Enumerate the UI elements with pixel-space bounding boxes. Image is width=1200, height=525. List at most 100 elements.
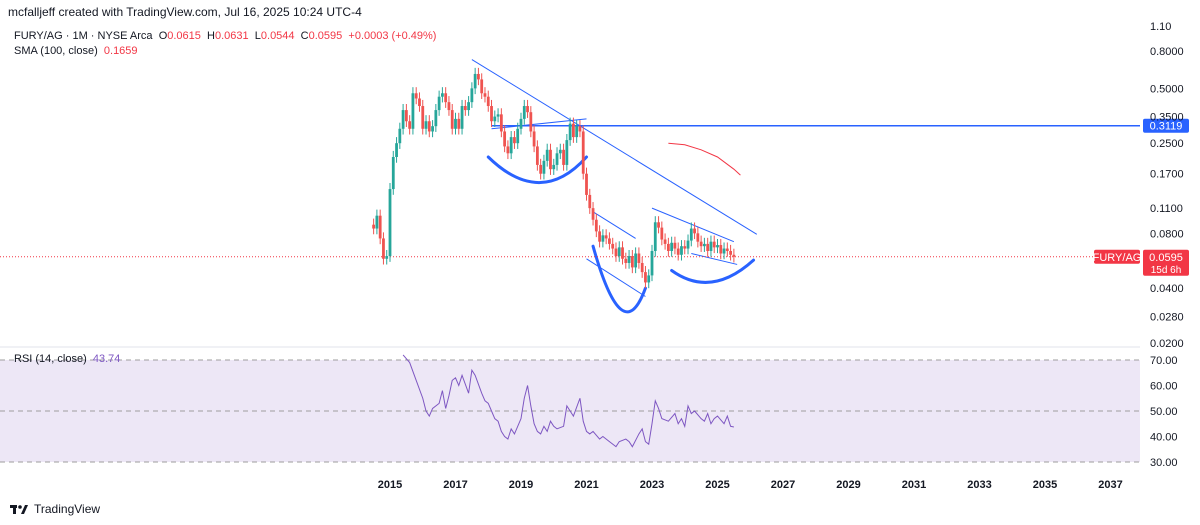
candle-body [611, 243, 615, 249]
candle-body [385, 256, 389, 259]
candle-body [375, 215, 379, 229]
x-tick-label: 2029 [836, 479, 860, 491]
low-label: L [254, 30, 261, 42]
price-tick-label: 0.0800 [1150, 228, 1184, 240]
candle-body [535, 146, 539, 165]
candle-body [513, 137, 516, 144]
candle-body [414, 93, 418, 99]
x-tick-label: 2023 [640, 479, 664, 491]
x-tick-label: 2031 [902, 479, 926, 491]
candle-body [719, 245, 723, 254]
candle-body [699, 241, 703, 247]
x-tick-label: 2019 [509, 479, 533, 491]
price-tick-label: 0.0280 [1150, 311, 1184, 323]
rsi-tick-label: 30.00 [1150, 457, 1178, 469]
sma-legend[interactable]: SMA (100, close) 0.1659 [14, 45, 138, 57]
x-tick-label: 2035 [1033, 479, 1057, 491]
symbol-legend[interactable]: FURY/AG · 1M · NYSE Arca O0.0615 H0.0631… [14, 30, 436, 42]
candles-group [372, 67, 736, 289]
candle-body [673, 242, 677, 249]
high-label: H [207, 30, 215, 42]
candle-body [568, 123, 572, 141]
candle-body [418, 98, 421, 107]
candle-body [424, 121, 428, 129]
candle-body [591, 208, 595, 220]
rsi-tick-label: 50.00 [1150, 406, 1178, 418]
price-tick-label: 0.1100 [1150, 203, 1183, 215]
candle-body [378, 215, 382, 239]
candle-body [680, 246, 683, 255]
candle-body [522, 106, 526, 119]
hline-price-badge [1143, 118, 1189, 133]
candle-body [388, 189, 392, 257]
candle-body [575, 126, 579, 138]
symbol-title[interactable]: FURY/AG · 1M · NYSE Arca [14, 30, 153, 42]
sma-label[interactable]: SMA (100, close) [14, 45, 98, 57]
candle-body [627, 256, 631, 263]
footer-brand[interactable]: TradingView [10, 502, 100, 516]
last-price-text: 0.0595 [1149, 252, 1183, 264]
candle-body [486, 96, 490, 107]
candle-body [404, 110, 408, 122]
candle-body [483, 93, 487, 97]
candle-body [644, 272, 647, 283]
candle-body [686, 240, 690, 249]
candle-body [581, 131, 585, 174]
tradingview-logo-icon [10, 503, 28, 515]
candle-body [565, 140, 569, 165]
candle-body [450, 110, 454, 129]
candle-body [640, 262, 644, 273]
x-tick-label: 2037 [1098, 479, 1122, 491]
candle-body [732, 254, 736, 257]
candle-body [608, 238, 611, 244]
candle-body [558, 149, 562, 154]
channel-upper-line [592, 211, 636, 239]
candle-body [526, 106, 529, 113]
main-downtrend-line [471, 59, 758, 235]
candle-body [499, 114, 503, 132]
candle-body [552, 164, 556, 170]
rsi-tick-label: 40.00 [1150, 432, 1178, 444]
candle-body [709, 241, 713, 251]
candle-body [545, 149, 549, 161]
candle-body [588, 194, 592, 209]
candle-body [408, 121, 412, 129]
candle-body [539, 164, 543, 174]
candle-body [454, 118, 457, 129]
candle-body [496, 114, 500, 117]
candle-body [647, 275, 651, 283]
candle-body [666, 243, 670, 251]
rsi-label[interactable]: RSI (14, close) [14, 353, 87, 365]
candle-body [562, 149, 565, 165]
countdown-text: 15d 6h [1151, 265, 1182, 276]
candle-body [637, 253, 641, 263]
x-tick-label: 2015 [378, 479, 402, 491]
candle-body [463, 106, 467, 111]
rsi-tick-label: 70.00 [1150, 355, 1178, 367]
candle-body [689, 228, 693, 241]
candle-body [549, 149, 552, 170]
candle-body [473, 73, 477, 89]
candle-body [585, 173, 588, 195]
candle-body [434, 110, 438, 127]
candle-body [470, 88, 474, 103]
candle-body [650, 250, 654, 276]
rsi-legend[interactable]: RSI (14, close) 43.74 [14, 353, 120, 365]
candle-body [506, 146, 510, 154]
candle-body [706, 243, 710, 251]
candle-body [621, 247, 624, 259]
candle-body [493, 116, 497, 122]
rsi-line [402, 354, 734, 448]
price-tick-label: 0.5000 [1150, 83, 1184, 95]
candle-body [490, 106, 493, 122]
change-value: +0.0003 (+0.49%) [348, 30, 437, 42]
candle-body [729, 250, 732, 255]
candle-body [395, 143, 398, 157]
left-shoulder-arc [486, 155, 588, 185]
candle-body [660, 227, 664, 240]
candle-body [578, 126, 582, 132]
candle-body [477, 73, 480, 80]
candle-body [624, 258, 628, 263]
x-tick-label: 2025 [705, 479, 729, 491]
